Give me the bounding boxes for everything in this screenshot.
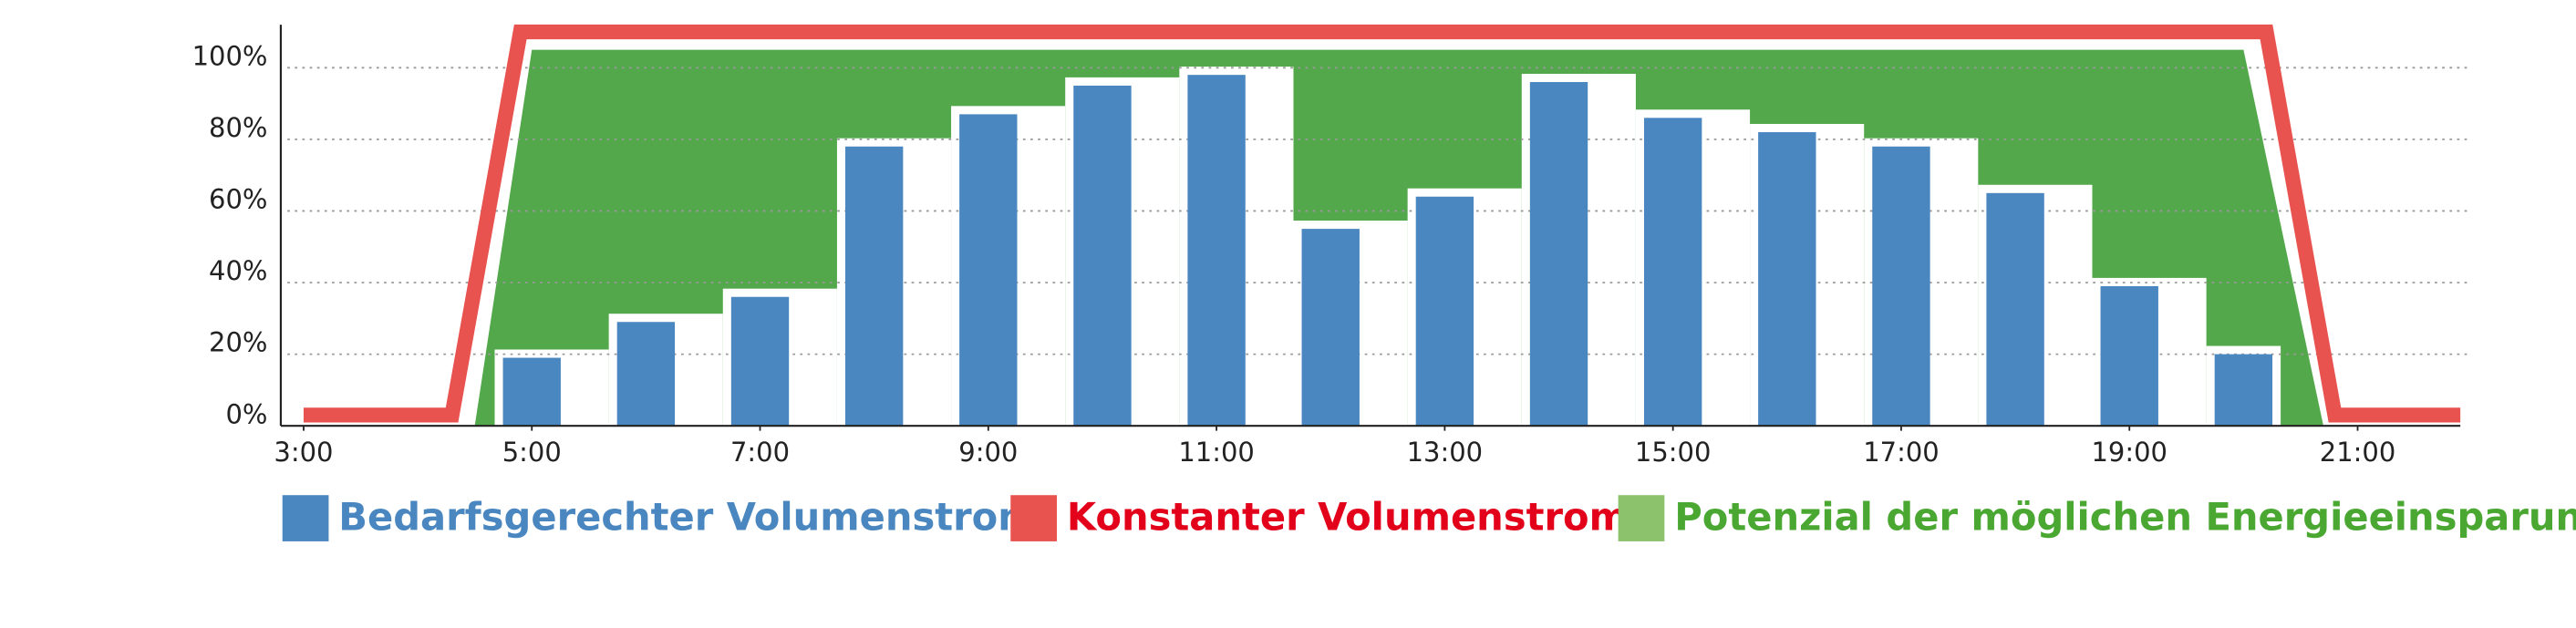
legend-swatch	[282, 495, 329, 541]
bar	[1301, 229, 1360, 427]
legend-label: Potenzial der möglichen Energieeinsparun…	[1674, 494, 2576, 539]
constant-line	[303, 24, 2461, 423]
bar	[1187, 75, 1246, 427]
legend-swatch	[1010, 495, 1057, 541]
x-tick-label: 13:00	[1407, 437, 1483, 468]
x-tick-label: 7:00	[730, 437, 790, 468]
bar	[844, 146, 904, 427]
legend: Bedarfsgerechter Volumenstrom Konstanter …	[282, 494, 2576, 541]
axis-layer: 0% 20% 40% 60% 80% 100% 3:00 5:00 7:00 9:00 11:00 1…	[192, 25, 2461, 468]
legend-label: Konstanter Volumenstrom	[1067, 494, 1629, 539]
bar-layer	[502, 75, 2273, 427]
bar	[1529, 82, 1588, 427]
x-tick-label: 19:00	[2091, 437, 2167, 468]
bar	[959, 114, 1018, 427]
y-tick-label: 20%	[209, 327, 267, 358]
y-tick-label: 100%	[192, 40, 268, 71]
x-tick-label: 17:00	[1863, 437, 1939, 468]
x-tick-label: 15:00	[1635, 437, 1711, 468]
x-tick-label: 3:00	[274, 437, 333, 468]
y-tick-label: 60%	[209, 184, 267, 215]
bar	[1986, 192, 2044, 427]
bar	[502, 357, 561, 427]
x-tick-label: 9:00	[958, 437, 1018, 468]
x-tick-label: 11:00	[1178, 437, 1254, 468]
bar	[1872, 146, 1930, 427]
legend-swatch	[1618, 495, 1665, 541]
bar	[1643, 118, 1702, 427]
y-tick-label: 80%	[209, 112, 267, 143]
bar	[2214, 354, 2273, 427]
bar	[616, 322, 676, 427]
y-tick-label: 0%	[225, 398, 267, 429]
bar	[1758, 132, 1816, 427]
line-layer	[303, 24, 2461, 423]
x-tick-label: 21:00	[2320, 437, 2395, 468]
bar	[1073, 85, 1132, 427]
bar	[2100, 285, 2158, 427]
bar	[730, 296, 790, 427]
legend-label: Bedarfsgerechter Volumenstrom	[338, 494, 1037, 539]
x-tick-label: 5:00	[502, 437, 562, 468]
y-tick-label: 40%	[209, 255, 267, 286]
bar	[1415, 196, 1474, 427]
